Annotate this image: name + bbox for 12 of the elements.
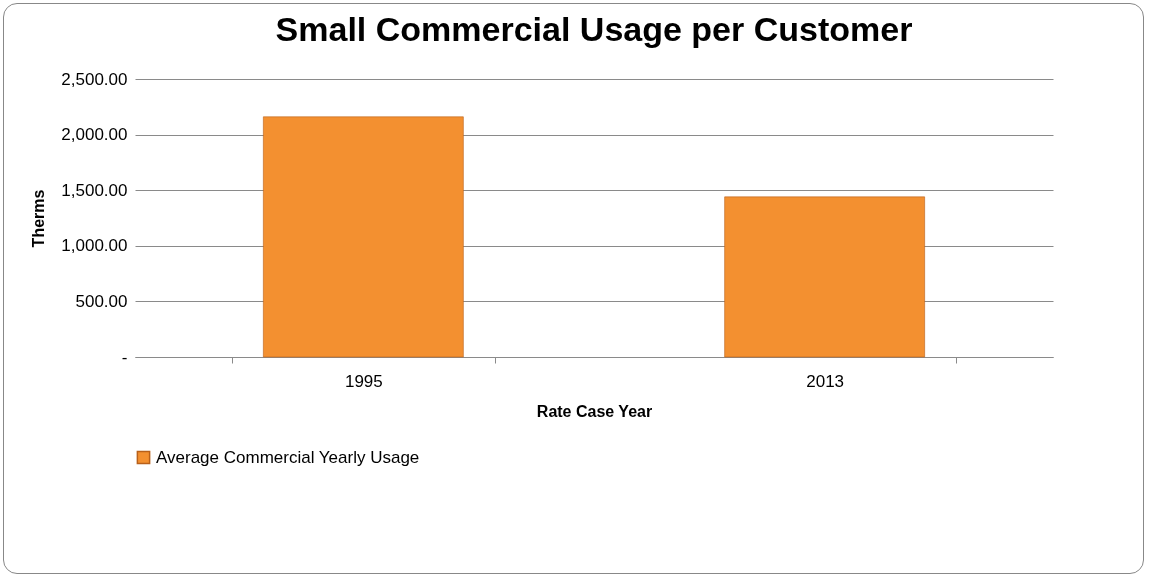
- y-tick-label: 500.00: [75, 291, 128, 311]
- y-axis-title: Therms: [30, 189, 48, 248]
- y-tick-label: -: [121, 347, 128, 367]
- y-tick-label: 2,500.00: [61, 69, 128, 89]
- y-tick-label: 2,000.00: [61, 125, 128, 145]
- x-tick-label: 2013: [806, 371, 845, 391]
- y-tick-label: 1,500.00: [61, 180, 128, 200]
- x-tick-label: 1995: [344, 371, 383, 391]
- y-tick-label: 1,000.00: [61, 236, 128, 256]
- chart-title: Small Commercial Usage per Customer: [275, 10, 913, 48]
- legend-label: Average Commercial Yearly Usage: [156, 447, 420, 467]
- x-axis-title: Rate Case Year: [536, 402, 653, 420]
